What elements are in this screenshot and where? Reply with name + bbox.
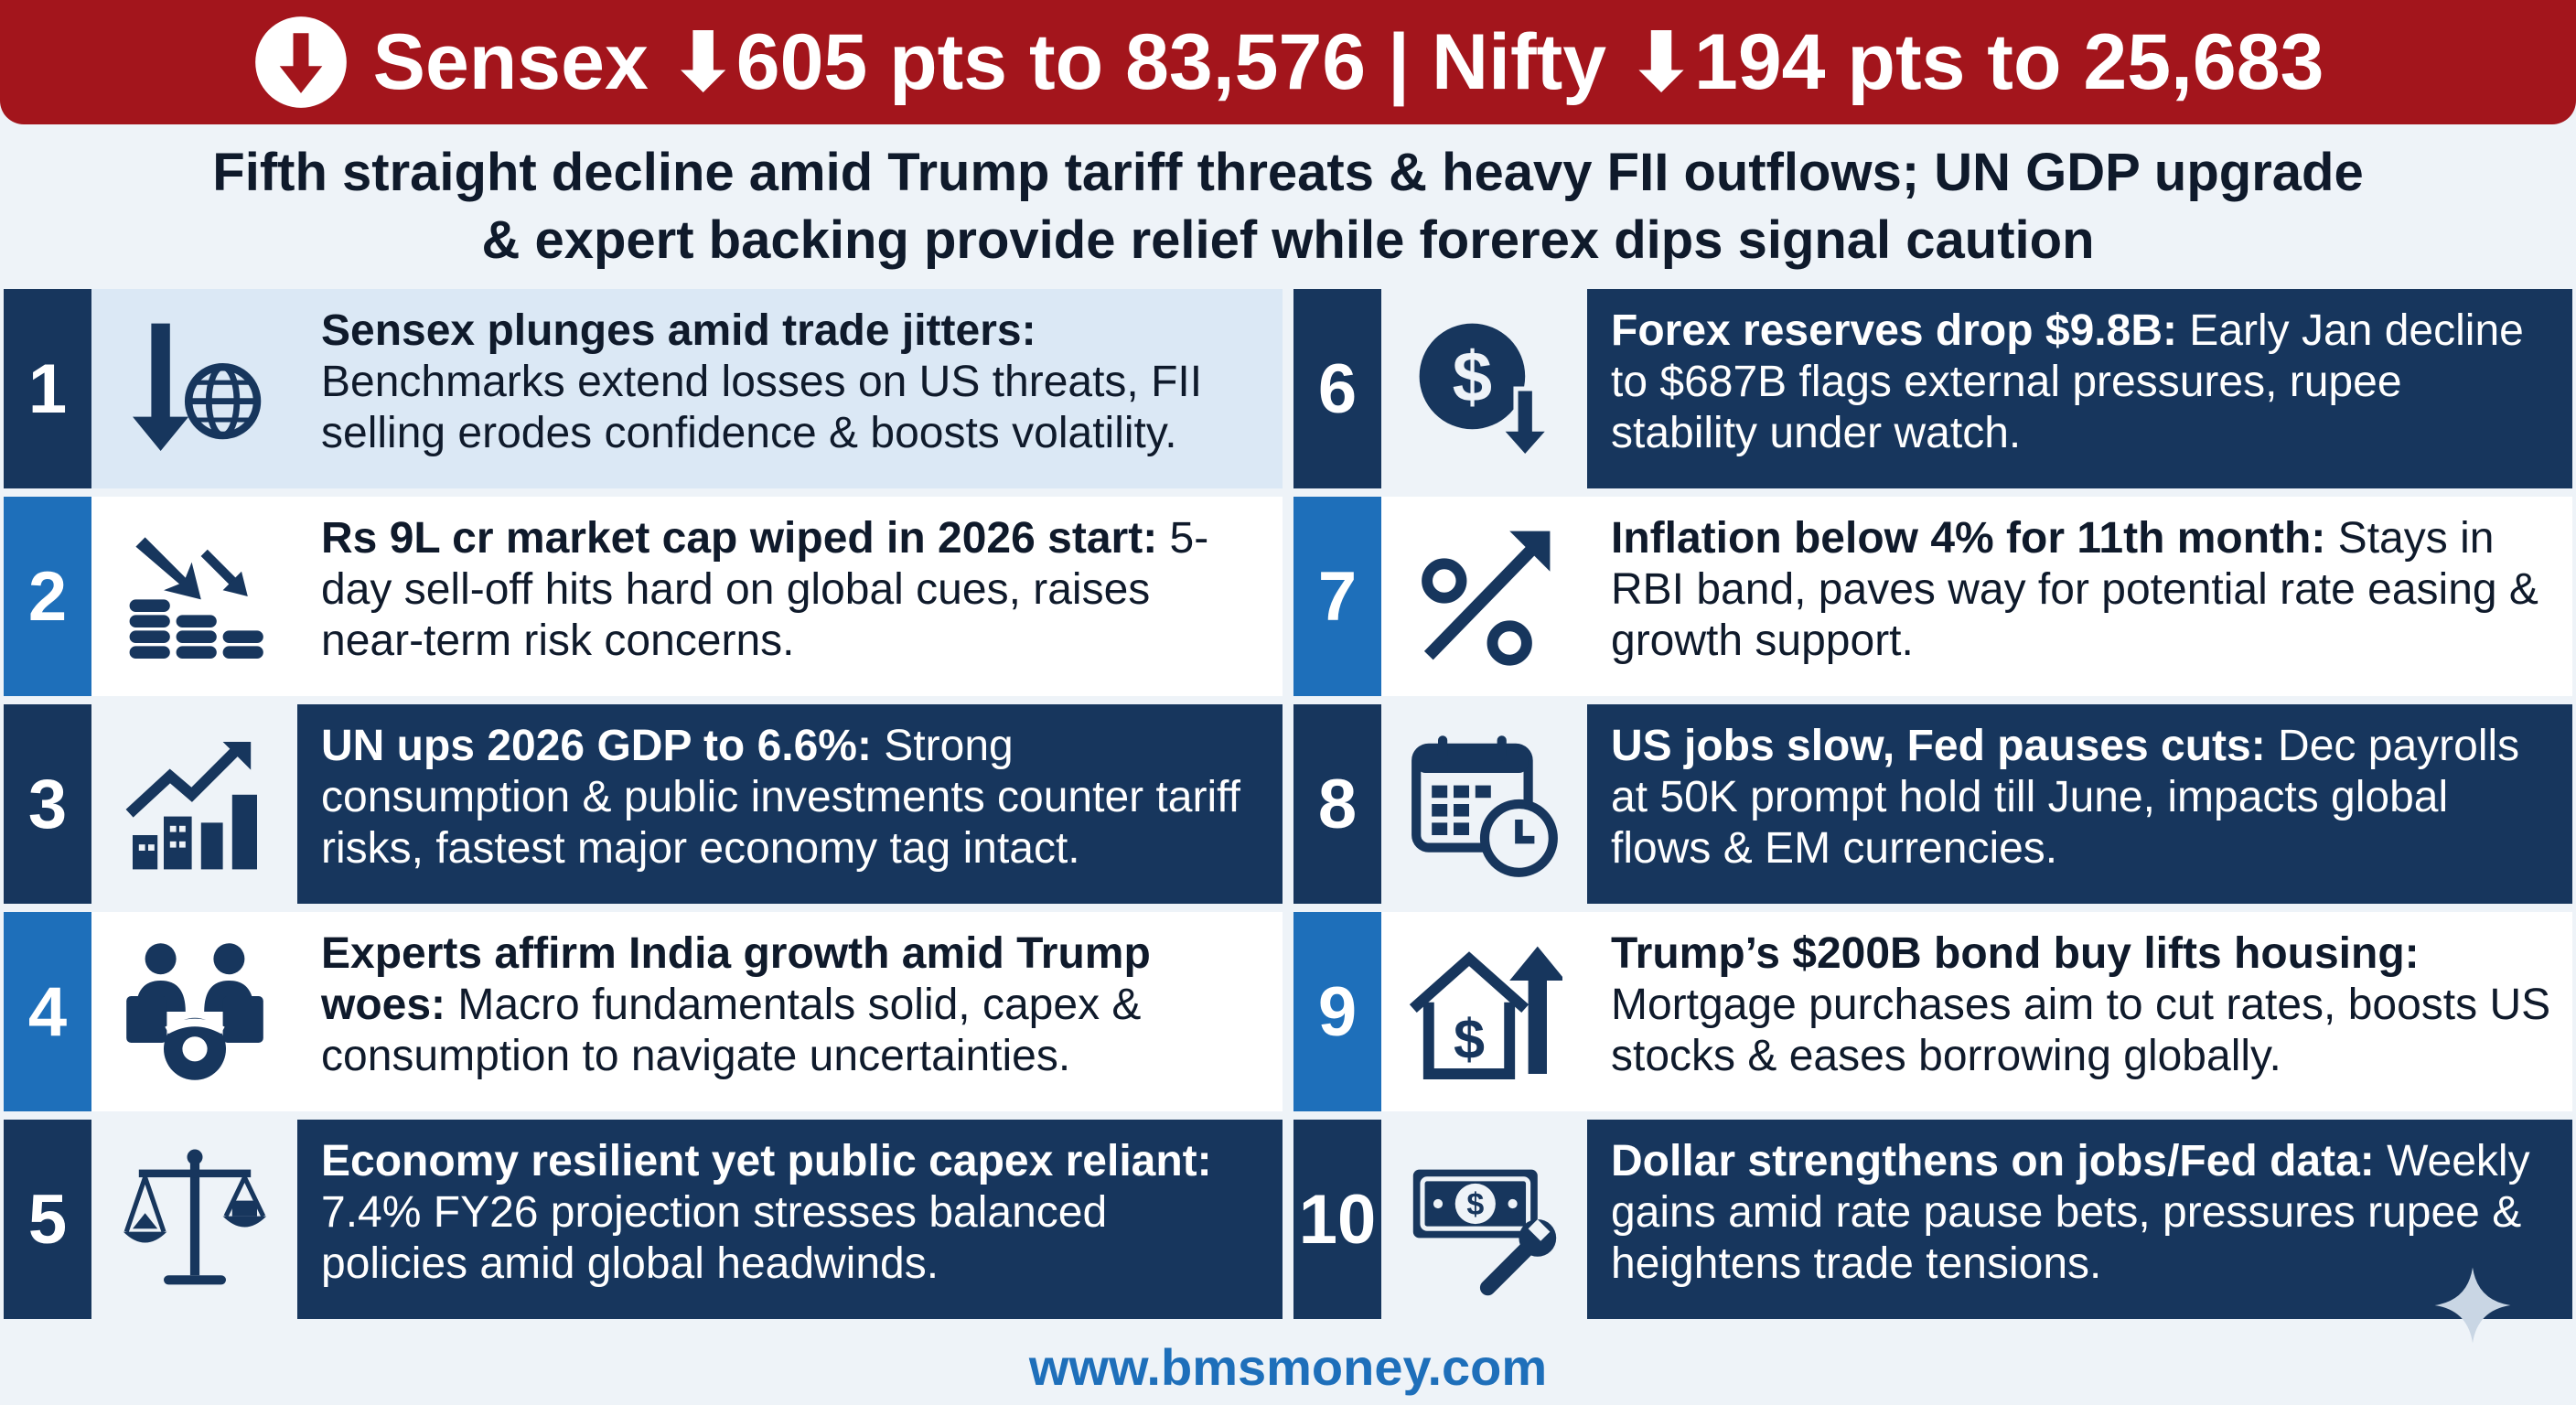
header-banner: Sensex ⬇605 pts to 83,576 | Nifty ⬇194 p… [0,0,2576,124]
sparkle-icon [2434,1267,2511,1344]
subtitle: Fifth straight decline amid Trump tariff… [73,139,2503,274]
down-arrow-circle-icon [254,16,347,108]
card-number: 5 [4,1120,91,1319]
news-card-1: 1 Sensex plunges amid trade jitters: Ben… [4,289,1283,488]
card-body: Dec payrolls at 50K prompt hold till Jun… [1611,722,2520,873]
handshake-gear-icon [125,943,263,1080]
card-number: 10 [1293,1120,1381,1319]
card-body: Early Jan decline to $687B flags externa… [1611,306,2524,457]
news-card-9: 9 $ Trump’s $200B bond buy lifts housing… [1293,912,2572,1111]
calendar-clock-icon [1411,735,1558,877]
card-number: 7 [1293,497,1381,696]
card-title: Trump’s $200B bond buy lifts housing: [1611,929,2420,978]
headline: Sensex ⬇605 pts to 83,576 | Nifty ⬇194 p… [372,18,2324,106]
card-body: 7.4% FY26 projection stresses balanced p… [321,1188,1108,1288]
news-card-6: 6 $ Forex reserves drop $9.8B: Early Jan… [1293,289,2572,488]
growth-chart-city-icon [125,742,257,870]
news-card-5: 5 Economy resilient yet public capex rel… [4,1120,1283,1319]
card-body: Strong consumption & public investments … [321,722,1240,873]
news-card-10: 10 $ Dollar strengthens on jobs/Fed data… [1293,1120,2572,1319]
card-title: Dollar strengthens on jobs/Fed data: [1611,1137,2375,1185]
card-number: 2 [4,497,91,696]
subtitle-line-1: Fifth straight decline amid Trump tariff… [212,143,2364,202]
coins-down-arrow-icon [129,537,263,659]
percent-up-arrow-icon [1421,531,1550,666]
card-title: US jobs slow, Fed pauses cuts: [1611,722,2266,770]
card-number: 3 [4,704,91,904]
news-card-3: 3 UN ups 2026 GDP to 6.6%: Strong consum… [4,704,1283,904]
card-body: Weekly gains amid rate pause bets, press… [1611,1137,2530,1288]
house-dollar-up-icon: $ [1409,946,1562,1079]
dollar-down-arrow-icon: $ [1419,323,1555,461]
card-body: Macro fundamentals solid, capex & consum… [321,981,1142,1080]
card-number: 1 [4,289,91,488]
footer-url[interactable]: www.bmsmoney.com [1028,1338,1548,1396]
news-card-8: 8 US jobs slow, Fed pauses cuts: Dec pay… [1293,704,2572,904]
card-title: Forex reserves drop $9.8B: [1611,306,2177,355]
card-body: 5-day sell-off hits hard on global cues,… [321,514,1209,665]
card-body: Mortgage purchases aim to cut rates, boo… [1611,981,2551,1080]
subtitle-line-2: & expert backing provide relief while fo… [481,210,2095,270]
banknote-wrench-icon: $ [1412,1169,1556,1296]
card-title: Economy resilient yet public capex relia… [321,1137,1212,1185]
card-title: Experts affirm India growth amid Trump w… [321,929,1151,1029]
svg-text:$: $ [1453,1008,1484,1070]
card-number: 8 [1293,704,1381,904]
card-number: 9 [1293,912,1381,1111]
card-title: UN ups 2026 GDP to 6.6%: [321,722,872,770]
chart-down-globe-icon [132,323,261,451]
news-card-2: 2 Rs 9L cr market cap wiped in 2026 star… [4,497,1283,696]
card-body: Stays in RBI band, paves way for potenti… [1611,514,2538,665]
card-title: Inflation below 4% for 11th month: [1611,514,2326,563]
card-title: Rs 9L cr market cap wiped in 2026 start: [321,514,1158,563]
svg-text:$: $ [1466,1187,1484,1222]
card-title: Sensex plunges amid trade jitters: [321,306,1036,355]
news-card-7: 7 Inflation below 4% for 11th month: Sta… [1293,497,2572,696]
balance-scale-icon [123,1149,266,1285]
card-body: Benchmarks extend losses on US threats, … [321,358,1203,457]
card-number: 4 [4,912,91,1111]
svg-text:$: $ [1452,337,1491,417]
card-number: 6 [1293,289,1381,488]
news-card-4: 4 Experts affirm India growth amid Trump… [4,912,1283,1111]
